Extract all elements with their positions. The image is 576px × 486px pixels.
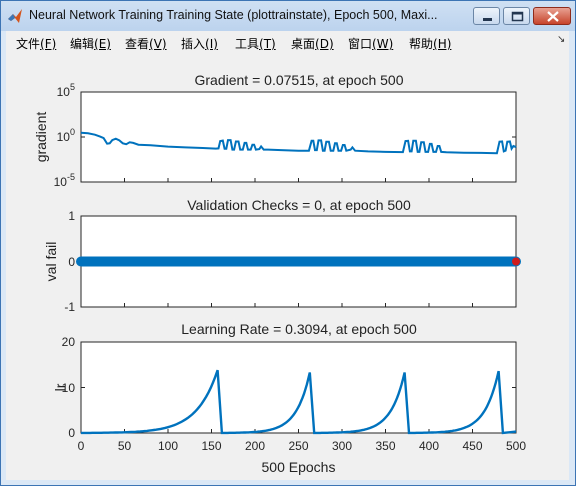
lr-ytick-bottom: 0 — [68, 426, 75, 440]
lr-series-line — [81, 369, 517, 435]
lr-xtick-label: 200 — [245, 439, 265, 453]
menu-help[interactable]: 帮助(H) — [409, 35, 451, 52]
gradient-xticks — [80, 178, 517, 182]
menu-label: 工具 — [235, 37, 260, 51]
lr-title: Learning Rate = 0.3094, at epoch 500 — [181, 321, 417, 337]
menu-key: (E) — [94, 37, 111, 51]
lr-xtick-label: 250 — [288, 439, 308, 453]
lr-ytick-mid: 10 — [62, 381, 76, 395]
menu-key: (T) — [259, 37, 276, 51]
gradient-yticks — [81, 91, 516, 183]
lr-xtick-label: 350 — [375, 439, 395, 453]
menu-desktop[interactable]: 桌面(D) — [291, 35, 334, 52]
gradient-ytick-mid: 100 — [57, 127, 75, 144]
menu-key: (V) — [149, 37, 167, 51]
menu-label: 窗口 — [348, 37, 373, 51]
gradient-axes — [80, 91, 517, 183]
lr-xtick-label: 500 — [506, 439, 526, 453]
valcheck-xticks — [80, 303, 517, 307]
lr-xlabel: 500 Epochs — [262, 459, 336, 475]
gradient-ytick-top: 105 — [57, 82, 75, 99]
lr-xtick-label: 150 — [201, 439, 221, 453]
menu-edit[interactable]: 编辑(E) — [70, 35, 111, 52]
menu-label: 文件 — [16, 37, 41, 51]
minimize-icon — [483, 18, 492, 21]
valcheck-final-marker — [512, 257, 520, 266]
menu-view[interactable]: 查看(V) — [125, 35, 167, 52]
lr-ylabel: lr — [52, 383, 68, 391]
gradient-title: Gradient = 0.07515, at epoch 500 — [195, 72, 404, 88]
valcheck-ytick-bottom: -1 — [64, 300, 75, 314]
gradient-series-line — [80, 131, 517, 155]
menu-label: 插入 — [181, 37, 206, 51]
lr-xtick-label: 50 — [118, 439, 132, 453]
title-bar[interactable]: Neural Network Training Training State (… — [1, 1, 575, 31]
gradient-ytick-bottom: 10-5 — [54, 172, 75, 189]
menu-label: 帮助 — [409, 37, 434, 51]
menu-label: 编辑 — [70, 37, 95, 51]
menu-key: (W) — [372, 37, 394, 51]
lr-xtick-label: 300 — [332, 439, 352, 453]
dock-arrow-icon[interactable]: ↘ — [557, 34, 566, 45]
lr-axes — [80, 341, 517, 434]
menu-label: 查看 — [125, 37, 150, 51]
menu-key: (I) — [205, 37, 218, 51]
valcheck-ytick-mid: 0 — [68, 255, 75, 269]
matlab-logo-icon — [8, 9, 22, 23]
lr-xtick-label: 450 — [462, 439, 482, 453]
close-icon — [547, 11, 559, 22]
valcheck-ylabel: val fail — [43, 242, 59, 282]
menu-key: (F) — [40, 37, 57, 51]
figure-canvas: Gradient = 0.07515, at epoch 500 105 100… — [6, 53, 569, 480]
menu-window[interactable]: 窗口(W) — [348, 35, 393, 52]
menu-key: (D) — [315, 37, 334, 51]
valcheck-ytick-top: 1 — [68, 209, 75, 223]
gradient-ylabel: gradient — [33, 112, 49, 163]
close-button[interactable] — [533, 7, 571, 25]
menu-tools[interactable]: 工具(T) — [235, 35, 276, 52]
maximize-icon — [511, 11, 524, 22]
menu-insert[interactable]: 插入(I) — [181, 35, 218, 52]
valcheck-title: Validation Checks = 0, at epoch 500 — [187, 197, 411, 213]
lr-ytick-top: 20 — [62, 335, 76, 349]
maximize-button[interactable] — [503, 7, 530, 25]
lr-xtick-label: 400 — [419, 439, 439, 453]
menu-key: (H) — [433, 37, 452, 51]
minimize-button[interactable] — [473, 7, 500, 25]
menu-file[interactable]: 文件(F) — [16, 35, 56, 52]
menu-bar: 文件(F) 编辑(E) 查看(V) 插入(I) 工具(T) 桌面(D) 窗口(W… — [6, 31, 569, 53]
lr-xtick-labels: 0 50 100 150 200 250 300 350 400 450 500 — [78, 439, 527, 453]
lr-xtick-label: 100 — [158, 439, 178, 453]
plots-svg: Gradient = 0.07515, at epoch 500 105 100… — [33, 72, 527, 475]
lr-xtick-label: 0 — [78, 439, 85, 453]
menu-label: 桌面 — [291, 37, 316, 51]
window-title: Neural Network Training Training State (… — [29, 8, 438, 22]
